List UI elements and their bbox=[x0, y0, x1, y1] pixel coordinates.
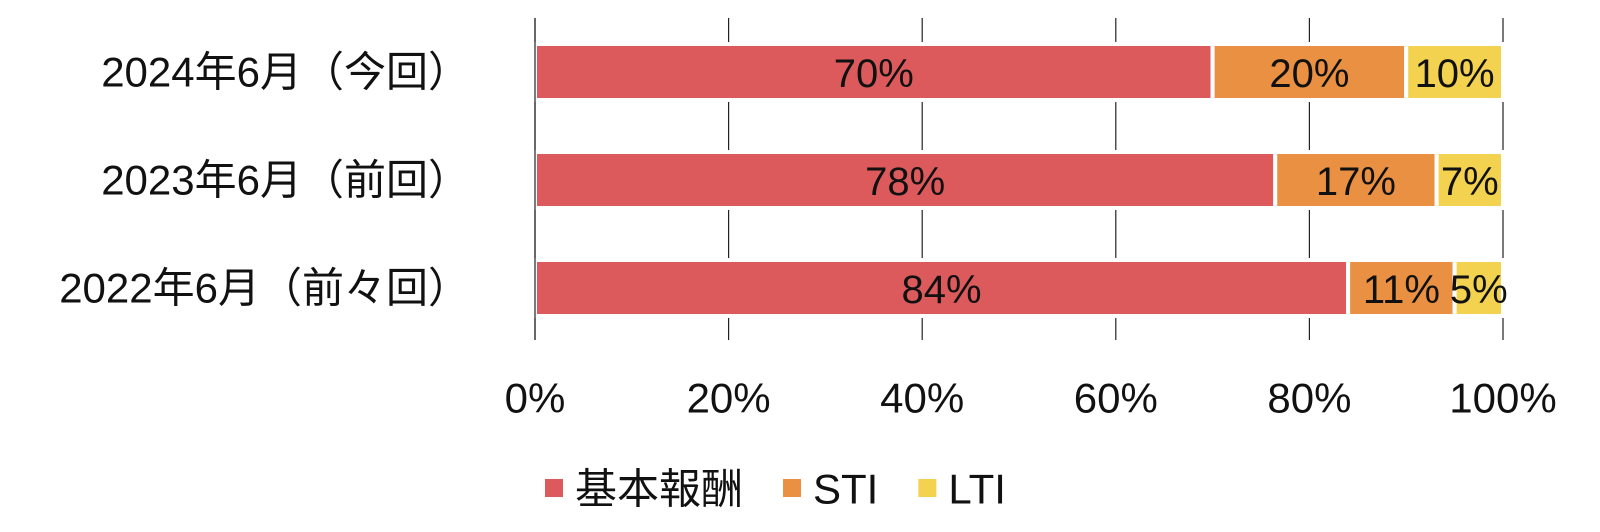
value-label: 20% bbox=[1269, 52, 1349, 96]
x-tick-label: 20% bbox=[687, 375, 771, 422]
bar-segment bbox=[1452, 258, 1505, 318]
legend-swatch bbox=[918, 479, 937, 497]
x-tick-label: 40% bbox=[880, 375, 964, 422]
bar-segment bbox=[1273, 150, 1439, 210]
legend-swatch bbox=[545, 479, 563, 497]
x-tick-label: 80% bbox=[1267, 375, 1351, 422]
value-label: 70% bbox=[834, 52, 914, 96]
legend-label: 基本報酬 bbox=[575, 466, 743, 513]
legend-swatch bbox=[783, 479, 802, 497]
value-label: 17% bbox=[1316, 160, 1396, 204]
bar-segment bbox=[533, 258, 1351, 318]
legend-label: LTI bbox=[948, 466, 1006, 513]
value-label: 10% bbox=[1415, 52, 1495, 96]
x-tick-label: 60% bbox=[1074, 375, 1158, 422]
bar-segment bbox=[533, 150, 1278, 210]
value-label: 7% bbox=[1441, 160, 1499, 204]
bar-segment bbox=[1404, 42, 1505, 102]
bar-segment bbox=[1434, 150, 1505, 210]
x-tick-label: 0% bbox=[505, 375, 566, 422]
x-tick-label: 100% bbox=[1449, 375, 1556, 422]
bar-segment bbox=[533, 42, 1215, 102]
value-label: 11% bbox=[1363, 268, 1440, 312]
bar-segment bbox=[1346, 258, 1457, 318]
legend-label: STI bbox=[813, 466, 878, 513]
value-label: 5% bbox=[1450, 268, 1508, 312]
y-tick-label: 2022年6月（前々回） bbox=[59, 265, 470, 312]
value-label: 84% bbox=[902, 268, 982, 312]
value-label: 78% bbox=[865, 160, 945, 204]
y-tick-label: 2024年6月（今回） bbox=[101, 49, 470, 96]
y-tick-label: 2023年6月（前回） bbox=[101, 157, 470, 204]
